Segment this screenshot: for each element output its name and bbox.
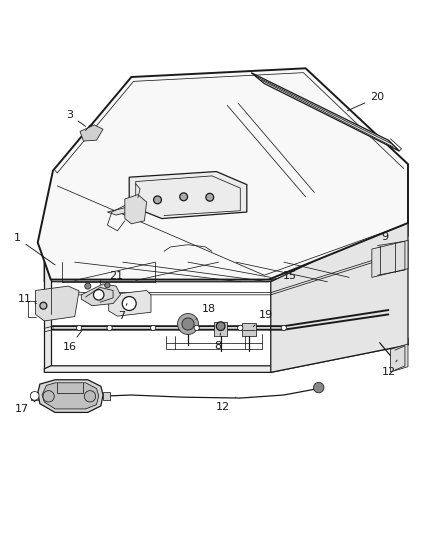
Text: 17: 17: [14, 401, 35, 414]
Circle shape: [150, 325, 156, 330]
Polygon shape: [35, 286, 79, 321]
Circle shape: [182, 318, 194, 330]
Polygon shape: [271, 216, 408, 373]
Circle shape: [122, 296, 136, 311]
Polygon shape: [129, 172, 247, 219]
Text: 12: 12: [382, 360, 397, 377]
Polygon shape: [38, 68, 408, 280]
Text: 1: 1: [14, 233, 55, 265]
Polygon shape: [44, 338, 408, 373]
Circle shape: [206, 193, 214, 201]
Polygon shape: [391, 344, 408, 372]
Polygon shape: [80, 125, 103, 141]
Polygon shape: [125, 195, 147, 224]
Circle shape: [281, 325, 287, 330]
Circle shape: [153, 196, 161, 204]
Polygon shape: [38, 379, 103, 413]
Circle shape: [30, 392, 39, 400]
Polygon shape: [44, 216, 408, 282]
Polygon shape: [108, 208, 134, 215]
Polygon shape: [81, 284, 121, 306]
Text: 3: 3: [66, 110, 86, 126]
Text: 9: 9: [379, 232, 388, 247]
Circle shape: [76, 325, 82, 330]
Circle shape: [85, 283, 91, 289]
Text: 21: 21: [104, 271, 123, 286]
Polygon shape: [214, 322, 227, 336]
Text: 18: 18: [196, 304, 216, 319]
Polygon shape: [103, 392, 110, 400]
Polygon shape: [372, 240, 408, 277]
Polygon shape: [109, 290, 151, 316]
Polygon shape: [251, 72, 399, 151]
Circle shape: [194, 325, 199, 330]
Circle shape: [43, 391, 54, 402]
Polygon shape: [31, 392, 38, 400]
Text: 20: 20: [347, 93, 384, 111]
Circle shape: [238, 325, 243, 330]
Polygon shape: [44, 262, 51, 369]
Text: 11: 11: [18, 294, 36, 304]
Text: 19: 19: [253, 310, 273, 327]
Text: 16: 16: [62, 330, 82, 352]
Polygon shape: [42, 383, 99, 409]
Text: 7: 7: [118, 303, 127, 321]
Circle shape: [180, 193, 187, 201]
Circle shape: [216, 322, 225, 330]
Circle shape: [84, 391, 96, 402]
Circle shape: [313, 382, 324, 393]
Circle shape: [94, 289, 104, 300]
Circle shape: [40, 302, 47, 309]
Circle shape: [177, 313, 198, 334]
Circle shape: [107, 325, 112, 330]
Text: 8: 8: [214, 333, 221, 351]
Text: 15: 15: [269, 271, 297, 281]
Circle shape: [105, 282, 110, 288]
Text: 12: 12: [216, 397, 236, 412]
Polygon shape: [243, 323, 256, 336]
